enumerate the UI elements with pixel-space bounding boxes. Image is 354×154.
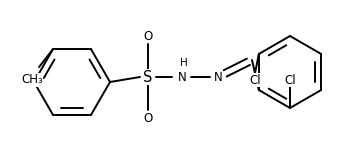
Text: H: H <box>180 58 188 68</box>
Text: N: N <box>213 71 222 83</box>
Text: O: O <box>143 111 153 124</box>
Text: N: N <box>178 71 186 83</box>
Text: O: O <box>143 30 153 43</box>
Text: Cl: Cl <box>249 73 261 87</box>
Text: CH₃: CH₃ <box>21 73 43 86</box>
Text: Cl: Cl <box>284 73 296 87</box>
Text: S: S <box>143 69 153 85</box>
